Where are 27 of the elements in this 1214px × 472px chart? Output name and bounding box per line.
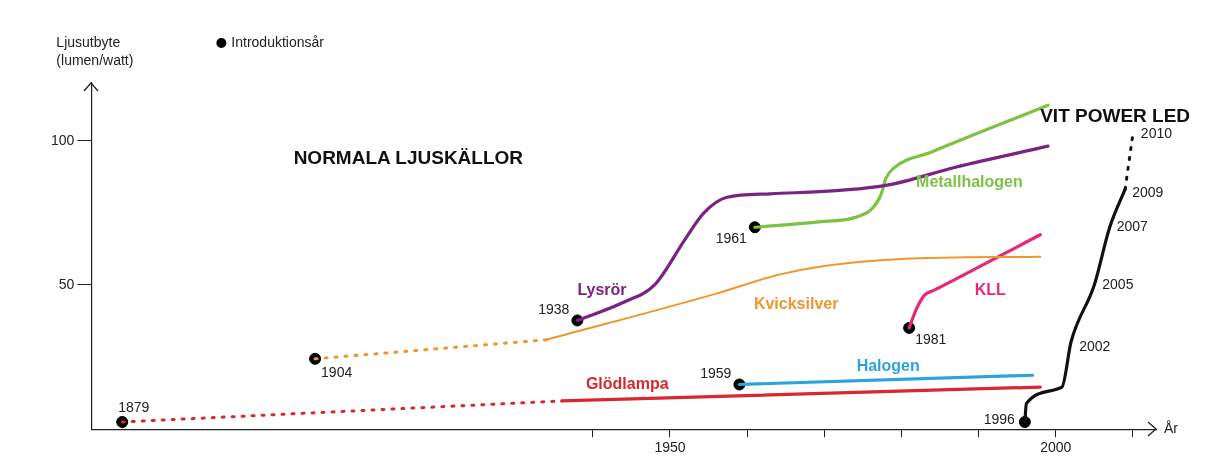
series-label: KLL [974, 281, 1007, 299]
legend-label: Introduktionsår [231, 33, 325, 50]
y-tick-label: 50 [58, 275, 75, 292]
annotation: 1904 [321, 363, 353, 380]
x-axis-title: År [1164, 420, 1179, 437]
annotation: 2002 [1079, 338, 1111, 355]
annotation: 1938 [538, 301, 570, 318]
series-label: Glödlampa [585, 374, 669, 392]
series-label: Metallhalogen [916, 172, 1023, 190]
series-label: Halogen [856, 357, 920, 375]
annotation: 1961 [715, 230, 748, 247]
annotation: 2010 [1140, 125, 1173, 142]
series-label: Lysrör [577, 280, 627, 298]
annotation: 1959 [700, 365, 732, 382]
text: VIT POWER LED [1040, 105, 1191, 127]
annotation: 2009 [1132, 184, 1164, 201]
annotation: 2005 [1102, 275, 1134, 292]
x-tick-label: 2000 [1040, 439, 1072, 456]
annotation: NORMALA LJUSKÄLLOR [293, 147, 524, 169]
annotation: 1981 [915, 330, 947, 347]
x-tick-label: 1950 [654, 439, 686, 456]
series-label: Kvicksilver [753, 294, 839, 312]
annotation: 1996 [983, 410, 1016, 427]
annotation: 1879 [118, 398, 150, 415]
annotation: 2007 [1116, 218, 1149, 235]
y-axis-title: Ljusutbyte (lumen/watt) [56, 33, 134, 68]
y-tick-label: 100 [51, 131, 75, 148]
